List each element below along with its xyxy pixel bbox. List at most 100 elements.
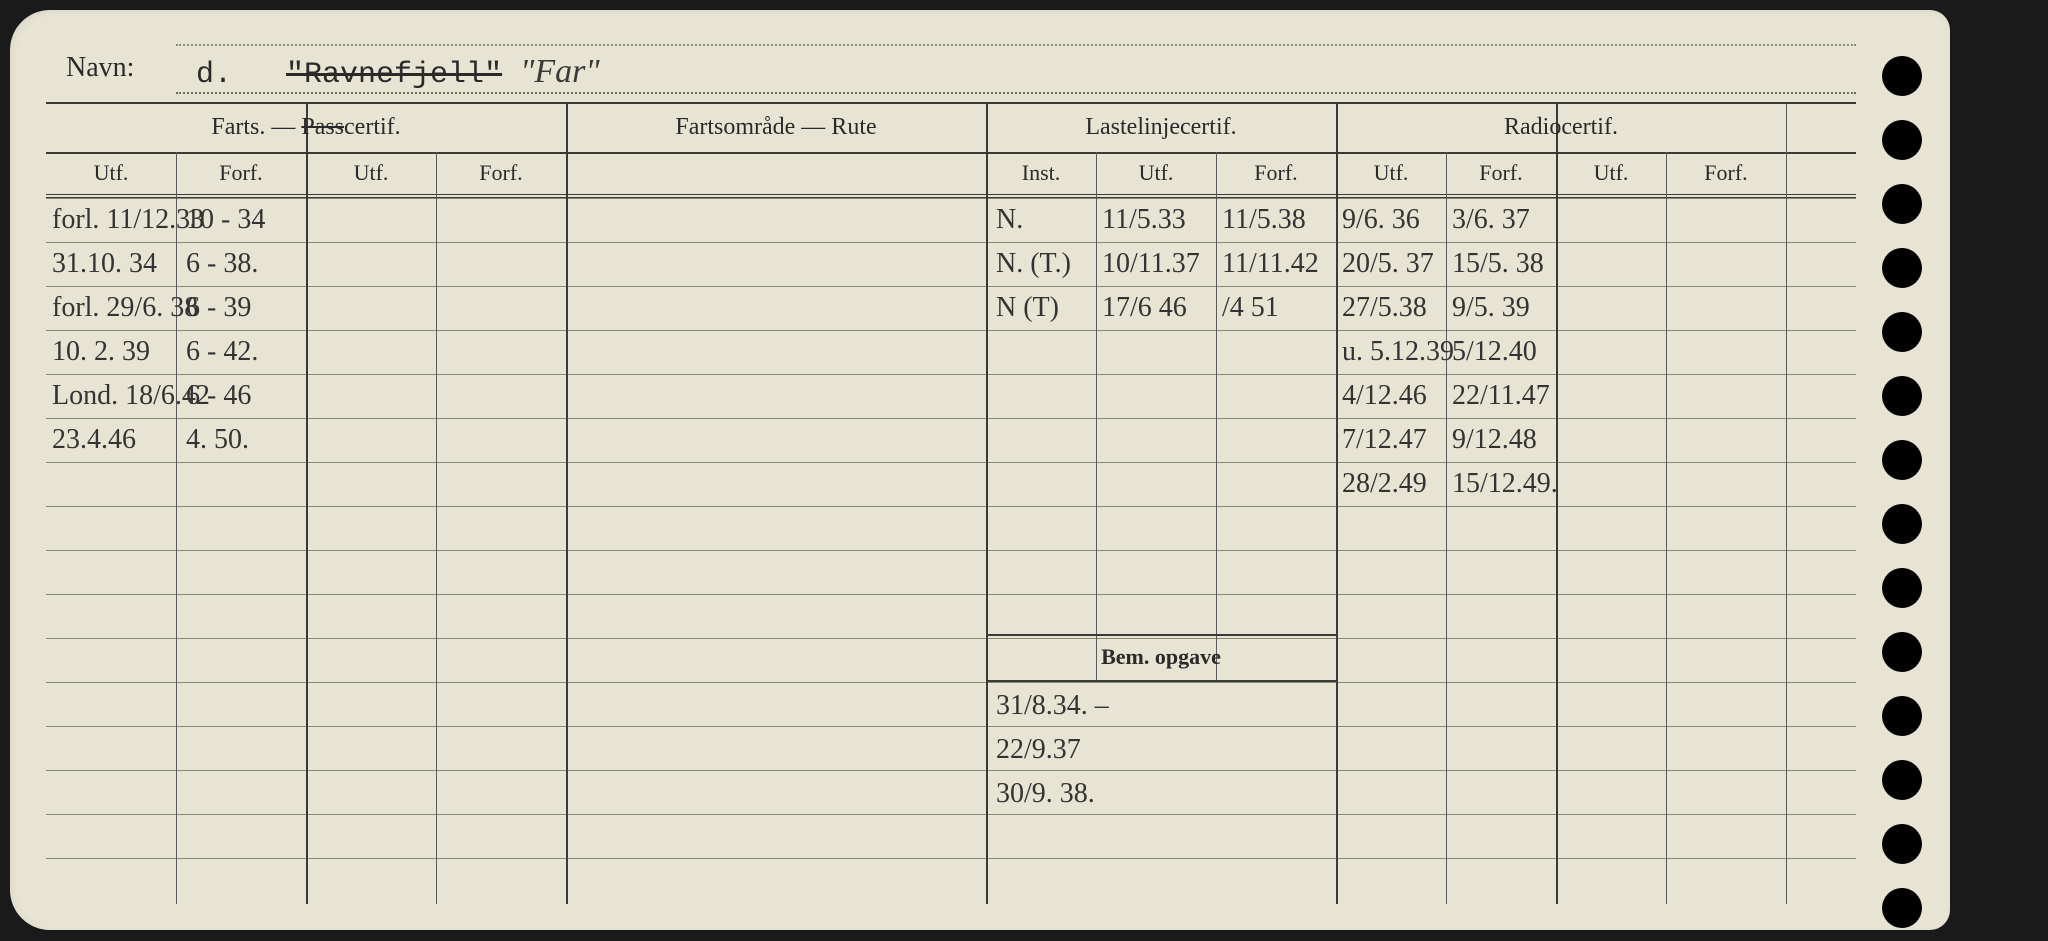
- hdr-lastelinje: Lastelinjecertif.: [986, 114, 1336, 141]
- navn-dots-top: [176, 44, 1856, 46]
- hdr-radio: Radiocertif.: [1336, 114, 1786, 141]
- rule-line: [46, 418, 1856, 419]
- bem-row: 30/9. 38.: [996, 778, 1095, 810]
- last-inst: N. (T.): [996, 248, 1071, 280]
- punch-holes: [1862, 30, 1922, 910]
- rule-line: [46, 374, 1856, 375]
- table-grid: Farts. — Passcertif. Fartsområde — Rute …: [46, 104, 1856, 904]
- punch-hole: [1882, 440, 1922, 480]
- vline-farts-2: [306, 104, 308, 904]
- punch-hole: [1882, 888, 1922, 928]
- vline-farts-3: [436, 152, 437, 904]
- farts-forf: 10 - 34: [186, 204, 265, 236]
- navn-handwritten: "Far": [520, 53, 600, 90]
- radio-utf: 28/2.49: [1342, 468, 1427, 500]
- radio-forf: 3/6. 37: [1452, 204, 1530, 236]
- radio-forf: 9/12.48: [1452, 424, 1537, 456]
- sub-last-forf: Forf.: [1216, 160, 1336, 186]
- radio-forf: 15/5. 38: [1452, 248, 1544, 280]
- navn-value: d. "Ravnefjell" "Far": [196, 53, 600, 92]
- radio-utf: 27/5.38: [1342, 292, 1427, 324]
- rule-line: [46, 242, 1856, 243]
- radio-forf: 15/12.49.: [1452, 468, 1558, 500]
- farts-utf: 31.10. 34: [52, 248, 157, 280]
- radio-forf: 9/5. 39: [1452, 292, 1530, 324]
- last-forf: 11/11.42: [1222, 248, 1319, 280]
- punch-hole: [1882, 120, 1922, 160]
- farts-utf: 10. 2. 39: [52, 336, 150, 368]
- hdr-bem: Bem. opgave: [986, 644, 1336, 670]
- navn-prefix: d.: [196, 58, 232, 92]
- last-forf: 11/5.38: [1222, 204, 1306, 236]
- sub-radio-utf2: Utf.: [1556, 160, 1666, 186]
- vline-last-end: [1336, 104, 1338, 904]
- radio-forf: 22/11.47: [1452, 380, 1550, 412]
- sub-last-utf: Utf.: [1096, 160, 1216, 186]
- punch-hole: [1882, 56, 1922, 96]
- farts-forf: 6 - 42.: [186, 336, 258, 368]
- vline-radio-end: [1786, 104, 1787, 904]
- punch-hole: [1882, 312, 1922, 352]
- bem-row: 22/9.37: [996, 734, 1081, 766]
- farts-forf: 4. 50.: [186, 424, 249, 456]
- farts-forf: 6 - 46: [186, 380, 251, 412]
- rule-line: [46, 506, 1856, 507]
- rule-line: [46, 814, 1856, 815]
- radio-utf: u. 5.12.39: [1342, 336, 1454, 368]
- radio-utf: 4/12.46: [1342, 380, 1427, 412]
- hline-bem-top: [986, 634, 1336, 636]
- radio-utf: 7/12.47: [1342, 424, 1427, 456]
- sub-radio-forf2: Forf.: [1666, 160, 1786, 186]
- punch-hole: [1882, 760, 1922, 800]
- vline-farts-end: [566, 104, 568, 904]
- sub-radio-utf1: Utf.: [1336, 160, 1446, 186]
- bem-row: 31/8.34. –: [996, 690, 1109, 722]
- farts-forf: 6 - 39: [186, 292, 251, 324]
- rule-line: [46, 638, 1856, 639]
- farts-utf: forl. 11/12.33: [52, 204, 204, 236]
- vline-last-2: [1216, 152, 1217, 680]
- punch-hole: [1882, 376, 1922, 416]
- navn-row: Navn: d. "Ravnefjell" "Far": [46, 34, 1856, 104]
- rule-line: [46, 198, 1856, 199]
- punch-hole: [1882, 632, 1922, 672]
- vline-last-1: [1096, 152, 1097, 680]
- navn-label: Navn:: [66, 52, 134, 84]
- last-utf: 11/5.33: [1102, 204, 1186, 236]
- vline-radio-2: [1556, 104, 1558, 904]
- navn-struck: "Ravnefjell": [286, 58, 502, 92]
- sub-radio-forf1: Forf.: [1446, 160, 1556, 186]
- rule-line: [46, 462, 1856, 463]
- sub-farts-utf2: Utf.: [306, 160, 436, 186]
- hdr-farts-left: Farts. —: [211, 114, 295, 140]
- radio-utf: 20/5. 37: [1342, 248, 1434, 280]
- vline-radio-3: [1666, 152, 1667, 904]
- vline-rute-end: [986, 104, 988, 904]
- farts-utf: forl. 29/6. 38: [52, 292, 198, 324]
- last-forf: /4 51: [1222, 292, 1279, 324]
- sub-farts-utf1: Utf.: [46, 160, 176, 186]
- punch-hole: [1882, 248, 1922, 288]
- last-inst: N.: [996, 204, 1023, 236]
- sub-farts-forf2: Forf.: [436, 160, 566, 186]
- hline-hdr1: [46, 152, 1856, 154]
- rule-line: [46, 594, 1856, 595]
- last-utf: 17/6 46: [1102, 292, 1187, 324]
- vline-radio-1: [1446, 152, 1447, 904]
- vline-farts-1: [176, 152, 177, 904]
- card-content: Navn: d. "Ravnefjell" "Far": [46, 34, 1856, 904]
- hdr-farts: Farts. — Passcertif.: [46, 114, 566, 141]
- rule-line: [46, 330, 1856, 331]
- punch-hole: [1882, 824, 1922, 864]
- hdr-rute: Fartsområde — Rute: [566, 114, 986, 141]
- radio-utf: 9/6. 36: [1342, 204, 1420, 236]
- rule-line: [46, 726, 1856, 727]
- rule-line: [46, 858, 1856, 859]
- hdr-farts-right: certif.: [344, 114, 401, 140]
- rule-line: [46, 550, 1856, 551]
- rule-line: [46, 286, 1856, 287]
- punch-hole: [1882, 568, 1922, 608]
- rule-line: [46, 770, 1856, 771]
- radio-forf: 5/12.40: [1452, 336, 1537, 368]
- navn-dots-bottom: [176, 92, 1856, 94]
